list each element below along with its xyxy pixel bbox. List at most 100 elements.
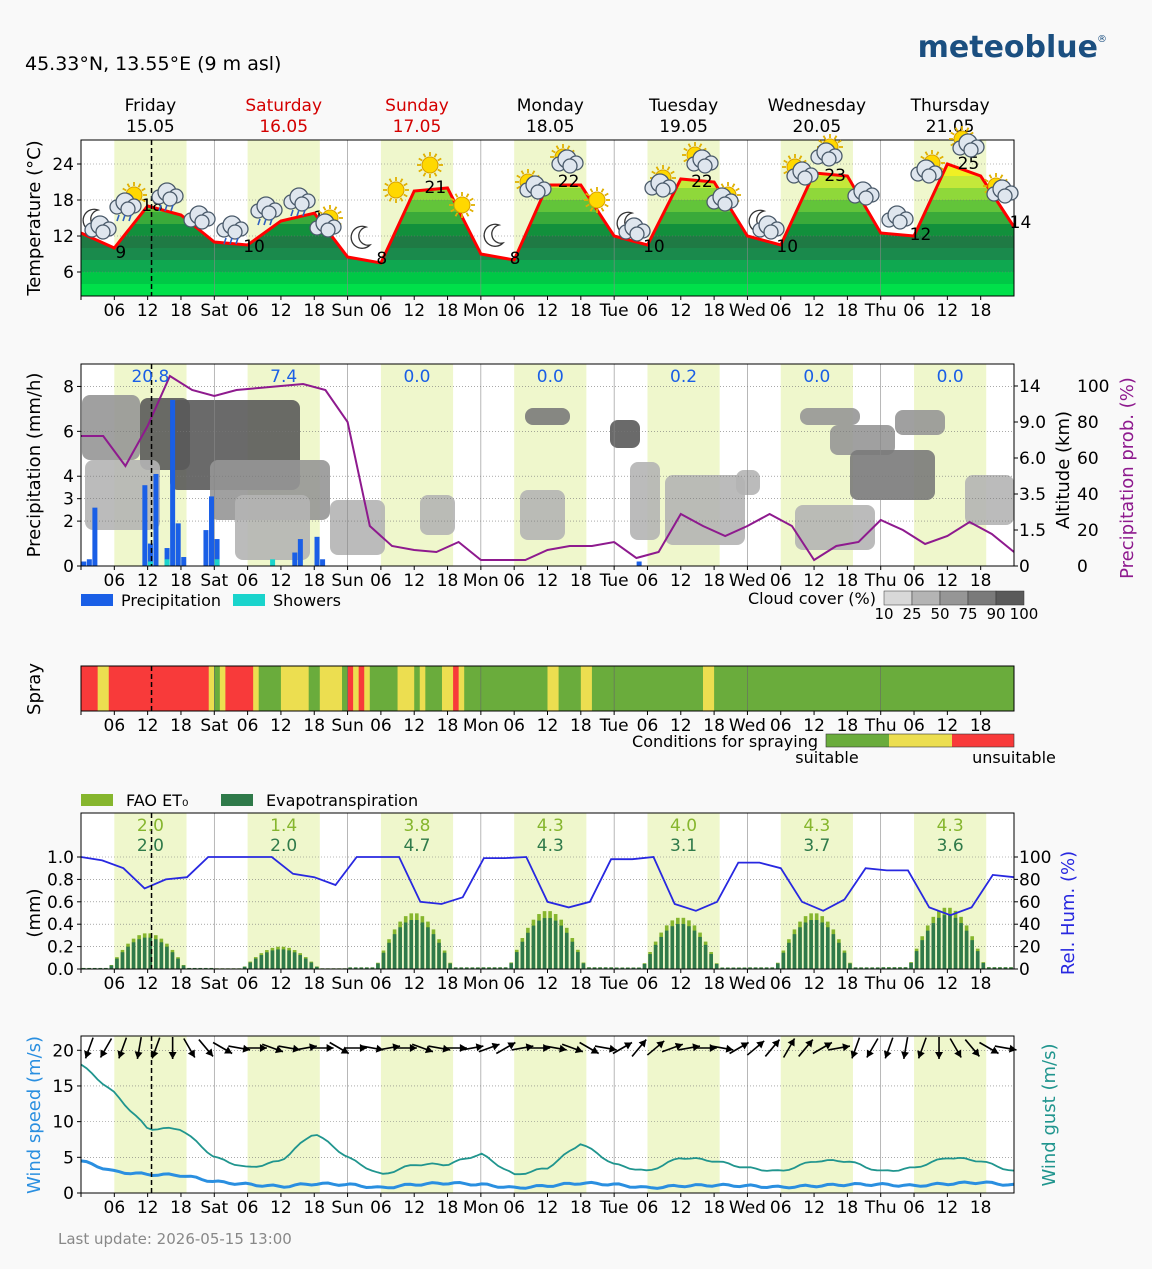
x-tick-label: 06: [637, 716, 659, 736]
sun-ray: [384, 193, 389, 198]
spray-panel: 06 12 18 Sat 06 12 18 Sun 06 12 18 Mon 06 12 18 Tue 06 12…: [24, 663, 1056, 767]
sun-ray: [388, 197, 393, 202]
cloud-puff: [562, 158, 578, 174]
x-tick-label: 18: [570, 974, 592, 994]
evapotranspiration-bar: [664, 930, 669, 969]
cloud-puff: [162, 191, 178, 207]
x-tick-label: 18: [970, 716, 992, 736]
cloud-puff: [227, 224, 243, 240]
cloud-icon: [706, 187, 739, 212]
x-tick-label: Thu: [864, 571, 897, 591]
evapotranspiration-bar: [253, 958, 258, 969]
evapotranspiration-bar: [576, 952, 580, 969]
sun-ray: [516, 174, 521, 179]
evapotranspiration-bar: [442, 952, 447, 969]
temperature-max-label: 22: [691, 172, 713, 192]
wind-arrow-head: [100, 1049, 108, 1058]
precipitation-bar: [292, 552, 298, 566]
cloud-cover-legend-tick: 90: [986, 605, 1005, 623]
daily-evapotranspiration: 4.7: [403, 836, 430, 856]
x-tick-label: 18: [970, 974, 992, 994]
wind-arrow-head: [740, 1042, 749, 1050]
x-tick-label: Sun: [331, 1198, 363, 1218]
y-tick-label: 4: [63, 467, 74, 487]
x-tick-label: 06: [237, 1198, 259, 1218]
evapotranspiration-bar: [109, 965, 114, 969]
evapotranspiration-bar: [453, 967, 458, 969]
spray-segment: [458, 666, 465, 711]
temperature-band: [81, 260, 1014, 272]
wind-direction-arrow: [244, 1044, 267, 1052]
evapotranspiration-bar: [376, 963, 380, 969]
sun-ray: [433, 172, 438, 177]
evapotranspiration-bar: [903, 967, 908, 969]
wind-arrow-head: [117, 1050, 126, 1059]
evapotranspiration-bar: [570, 941, 575, 969]
wind-direction-arrow: [901, 1037, 909, 1059]
cloud-cover-blob: [520, 490, 565, 540]
spray-segment: [714, 666, 726, 711]
x-tick-label: 06: [503, 716, 525, 736]
temperature-min-label: 14: [1010, 213, 1032, 233]
spray-legend-suitable: [826, 734, 889, 747]
daily-fao-et0: 3.8: [403, 816, 430, 836]
cloud-puff: [821, 151, 837, 167]
wind-arrow-head: [224, 1046, 233, 1054]
altitude-tick-label: 6.0: [1019, 449, 1046, 469]
cloud-puff: [655, 182, 671, 198]
temperature-min-label: 9: [115, 243, 126, 263]
precipitation-bar: [209, 496, 215, 566]
evapotranspiration-bar: [648, 954, 652, 969]
evapotranspiration-bar: [931, 923, 936, 969]
wind-direction-arrow: [994, 1044, 1017, 1053]
evapotranspiration-bar: [120, 952, 125, 969]
altitude-tick-label: 0: [1019, 557, 1030, 577]
probability-axis-label: Precipitation prob. (%): [1117, 377, 1138, 579]
sun-ray: [798, 155, 803, 160]
sun-ray: [384, 182, 389, 187]
x-tick-label: 18: [837, 571, 859, 591]
x-tick-label: 12: [403, 571, 425, 591]
wind-direction-arrow: [949, 1038, 962, 1058]
raindrop: [122, 214, 126, 222]
evapotranspiration-bar: [953, 917, 958, 969]
wind-direction-arrow: [411, 1043, 434, 1054]
evapotranspiration-bar: [387, 942, 391, 969]
showers-bar: [214, 559, 220, 566]
x-tick-label: 18: [437, 1198, 459, 1218]
evapotranspiration-bar: [403, 922, 408, 969]
wind-direction-arrow: [812, 1041, 833, 1055]
sun-ray: [454, 212, 459, 217]
day-band: [247, 813, 320, 969]
temperature-panel: 9108810101214181621222223256121824061218…: [24, 126, 1031, 321]
evapotranspiration-bar: [798, 927, 802, 969]
x-tick-label: 06: [903, 301, 925, 321]
evapotranspiration-bar: [426, 927, 430, 969]
wind-arrow-head: [638, 1039, 647, 1048]
x-tick-label: 06: [104, 571, 126, 591]
x-tick-label: 06: [637, 1198, 659, 1218]
cloud-cover-blob: [610, 420, 640, 448]
y-tick-label: 0.2: [47, 938, 74, 958]
spray-segment: [353, 666, 360, 711]
sun-ray: [988, 174, 993, 179]
raindrop: [128, 214, 132, 222]
x-tick-label: 06: [503, 301, 525, 321]
cloud-cover-blob: [85, 460, 160, 530]
cloud-cover-legend-tick: 10: [874, 605, 893, 623]
spray-legend-marginal: [889, 734, 952, 747]
wind-arrow-head: [954, 1049, 962, 1058]
x-tick-label: Mon: [463, 1198, 499, 1218]
evapotranspiration-bar: [870, 967, 875, 969]
wind-arrow-head: [574, 1045, 583, 1054]
x-tick-label: Mon: [463, 974, 499, 994]
raindrop: [257, 218, 261, 226]
showers-bar: [147, 561, 153, 566]
sun-ray: [651, 170, 656, 175]
showers-bar: [164, 559, 170, 566]
spray-segment: [108, 666, 210, 711]
raindrop: [290, 209, 294, 217]
evapotranspiration-bar: [165, 946, 169, 969]
day-band: [114, 1036, 187, 1193]
cloud-cover-legend-tick: 100: [1010, 605, 1039, 623]
